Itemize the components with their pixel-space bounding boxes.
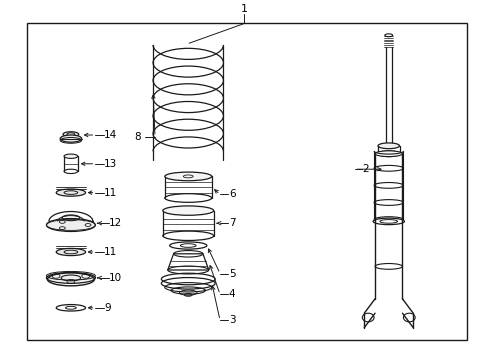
Ellipse shape	[374, 151, 402, 157]
Text: 6: 6	[228, 189, 235, 199]
Ellipse shape	[64, 154, 78, 158]
Ellipse shape	[56, 189, 85, 196]
Text: 10: 10	[109, 273, 122, 283]
Text: 2: 2	[362, 164, 368, 174]
Ellipse shape	[63, 132, 79, 137]
Text: 9: 9	[104, 303, 111, 313]
Text: 12: 12	[109, 218, 122, 228]
Ellipse shape	[377, 143, 399, 149]
Ellipse shape	[46, 273, 95, 283]
Ellipse shape	[164, 172, 211, 181]
Text: 11: 11	[104, 247, 117, 257]
Text: 8: 8	[134, 132, 141, 142]
Text: 1: 1	[241, 4, 247, 14]
Text: 5: 5	[228, 269, 235, 279]
Text: 4: 4	[228, 289, 235, 300]
Ellipse shape	[60, 135, 81, 142]
Ellipse shape	[56, 248, 85, 256]
Bar	[27, 23, 466, 340]
Text: 3: 3	[228, 315, 235, 325]
Ellipse shape	[46, 219, 95, 231]
Text: 7: 7	[228, 218, 235, 228]
Text: 14: 14	[104, 130, 117, 140]
Ellipse shape	[163, 206, 213, 215]
Text: 11: 11	[104, 188, 117, 198]
Text: 13: 13	[104, 159, 117, 169]
